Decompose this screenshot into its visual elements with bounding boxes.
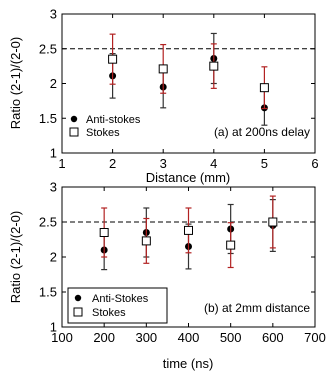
x-tick-label: 6 (311, 156, 318, 171)
x-axis-label: time (ns) (163, 356, 214, 371)
data-point-stokes (259, 83, 269, 93)
panel-annotation: (b) at 2mm distance (204, 301, 310, 315)
legend-label-stokes: Stokes (86, 127, 120, 139)
legend-marker-anti-stokes (74, 294, 82, 302)
legend-marker-anti-stokes (70, 115, 78, 123)
y-tick-label: 2 (50, 250, 57, 265)
data-point-stokes (141, 236, 151, 246)
legend-label-anti-stokes: Anti-stokes (86, 114, 141, 126)
y-tick-label: 2.5 (39, 41, 57, 56)
x-tick-label: 4 (210, 156, 217, 171)
x-tick-label: 100 (51, 330, 73, 345)
x-tick-label: 3 (160, 156, 167, 171)
x-tick-label: 500 (220, 330, 242, 345)
x-tick-label: 600 (262, 330, 284, 345)
panel-annotation: (a) at 200ns delay (214, 125, 310, 139)
y-axis-label: Ratio (2-1)/(2-0) (8, 37, 23, 129)
panel-a: Distance (mm) Ratio (2-1)/(2-0) (a) at 2… (8, 7, 319, 186)
data-point-stokes (268, 217, 278, 227)
legend-marker-stokes (73, 307, 83, 317)
data-point-stokes (99, 228, 109, 237)
legend: Anti-stokes Stokes (69, 114, 141, 139)
x-tick-label: 400 (178, 330, 200, 345)
y-tick-label: 3 (50, 7, 57, 22)
y-axis-label: Ratio (2-1)/(2-0) (8, 211, 23, 303)
y-tick-label: 1 (50, 320, 57, 335)
y-tick-label: 1 (50, 146, 57, 161)
y-tick-label: 3 (50, 180, 57, 195)
legend: Anti-Stokes Stokes (73, 293, 149, 319)
legend-label-stokes: Stokes (92, 307, 126, 319)
x-axis-label: Distance (mm) (146, 170, 231, 185)
y-tick-label: 1.5 (39, 285, 57, 300)
y-tick-label: 2 (50, 76, 57, 91)
legend-marker-stokes (69, 127, 79, 137)
x-tick-label: 2 (109, 156, 116, 171)
y-tick-label: 2.5 (39, 215, 57, 230)
data-point-stokes (184, 225, 193, 235)
legend-box (67, 287, 168, 324)
data-point-stokes (226, 240, 236, 250)
panel-b: time (ns) Ratio (2-1)/(2-0) (b) at 2mm d… (8, 180, 326, 372)
x-tick-label: 300 (135, 330, 157, 345)
y-tick-label: 1.5 (39, 111, 57, 126)
data-point-stokes (158, 64, 168, 74)
x-tick-label: 200 (93, 330, 115, 345)
x-tick-label: 1 (58, 156, 65, 171)
data-point-stokes (108, 54, 118, 64)
legend-label-anti-stokes: Anti-Stokes (92, 293, 149, 305)
x-tick-label: 5 (261, 156, 268, 171)
x-tick-label: 700 (304, 330, 326, 345)
data-point-stokes (209, 61, 219, 71)
